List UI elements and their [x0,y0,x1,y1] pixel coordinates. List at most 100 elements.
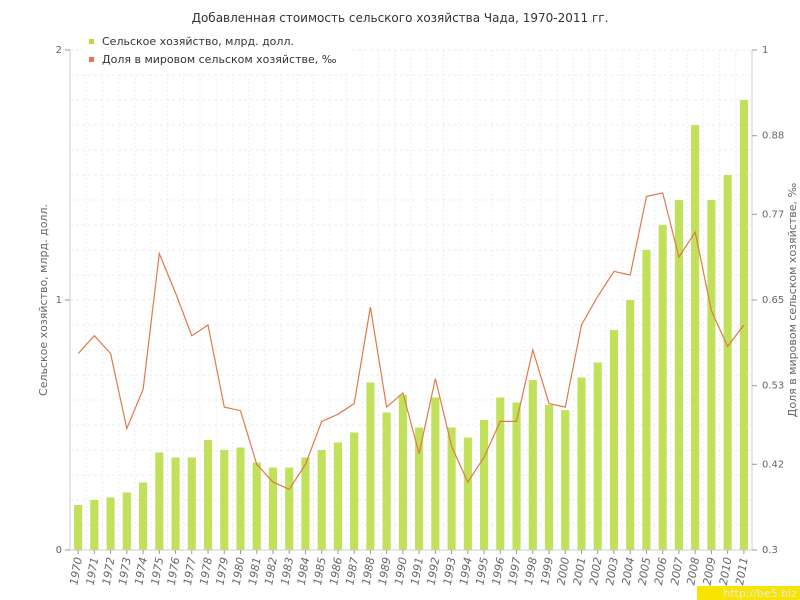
bar [220,450,229,550]
x-tick-label: 1981 [246,556,264,586]
bar [317,450,326,550]
bar [139,482,148,550]
grid [69,49,753,550]
bar [593,362,602,550]
bar [674,200,683,550]
x-tick-label: 2011 [733,556,751,586]
bar [431,397,440,550]
x-tick-label: 2006 [652,556,670,586]
y-tick-label-right: 0.77 [762,209,784,220]
x-tick-label: 1973 [116,556,134,586]
bar [285,467,294,550]
bar [398,395,407,550]
bar [74,505,83,550]
x-tick-label: 2008 [684,556,702,586]
bar [609,330,619,550]
y-ticks-right: 0.3 0.42 0.53 0.65 0.77 0.88 1 [752,45,784,556]
y-tick-label-right: 1 [762,45,768,56]
x-tick-label: 2009 [701,556,719,586]
bar [723,175,732,550]
bar [155,452,164,550]
legend-swatch-bar [89,39,94,44]
bar [187,457,196,550]
bar [203,440,213,550]
bar [90,500,99,550]
x-tick-label: 1995 [473,556,491,586]
bar [447,427,456,550]
bar [350,432,359,550]
x-tick-label: 1970 [67,556,85,586]
x-tick-label: 1983 [279,556,297,586]
bar [561,410,570,550]
bar [366,382,375,550]
x-ticks: 1970197119721973197419751976197719781979… [67,550,751,586]
y-tick-label-right: 0.3 [762,545,778,556]
bar [528,380,537,550]
x-tick-label: 2002 [587,556,605,586]
x-tick-label: 1989 [376,556,394,586]
x-tick-label: 1975 [149,556,167,586]
bar [333,442,342,550]
watermark-text: http://be5.biz [723,587,797,600]
y-tick-label-right: 0.53 [762,381,784,392]
bar [171,457,180,550]
x-tick-label: 1971 [84,556,102,586]
bar [463,437,472,550]
bar [122,492,131,550]
bar [707,200,716,550]
x-tick-label: 2000 [555,556,573,586]
x-tick-label: 1993 [441,556,459,586]
chart-title: Добавленная стоимость сельского хозяйств… [192,11,609,25]
x-tick-label: 1999 [538,556,556,586]
y-tick-label-left: 1 [56,295,62,306]
bar [512,402,521,550]
watermark: http://be5.biz [697,586,800,600]
x-tick-label: 1986 [327,556,345,586]
x-tick-label: 1976 [165,556,183,586]
bar [301,457,310,550]
x-tick-label: 1991 [408,556,426,586]
x-tick-label: 2007 [668,556,686,586]
legend-label-bar: Сельское хозяйство, млрд. долл. [102,35,294,48]
x-tick-label: 2004 [620,556,638,586]
x-tick-label: 1982 [262,556,280,586]
x-tick-label: 1974 [132,556,150,586]
bar-series [74,100,748,550]
legend-label-line: Доля в мировом сельском хозяйстве, ‰ [102,53,337,66]
bar [106,497,115,550]
x-tick-label: 1980 [230,556,248,586]
line-path [77,192,745,491]
bar [268,467,278,550]
legend-swatch-line [89,57,94,62]
bar [544,405,554,550]
bar [691,125,700,550]
bar [626,300,635,550]
x-tick-label: 1972 [100,556,118,586]
x-tick-label: 2001 [571,556,589,586]
bar [496,397,505,550]
bar [642,250,651,550]
y-ticks-left: 0 1 2 [56,45,70,556]
x-tick-label: 1998 [522,556,540,586]
bar [577,377,586,550]
y-tick-label-left: 2 [56,45,62,56]
line-series [77,192,745,491]
x-tick-label: 1996 [490,556,508,586]
legend-box [80,32,352,72]
bar [236,447,245,550]
x-tick-label: 1984 [295,556,313,586]
x-tick-label: 1990 [392,556,410,586]
legend: Сельское хозяйство, млрд. долл. Доля в м… [80,32,352,72]
bar [415,427,424,550]
x-tick-label: 1978 [197,556,215,586]
y-tick-label-right: 0.42 [762,459,784,470]
y-tick-label-right: 0.88 [762,131,784,142]
x-tick-label: 2003 [603,556,621,586]
y-axis-label-left: Сельское хозяйство, млрд. долл. [37,204,50,396]
bar [382,412,391,550]
y-axis-label-right: Доля в мировом сельском хозяйстве, ‰ [786,183,799,418]
x-tick-label: 1994 [457,556,475,586]
x-tick-label: 1997 [506,556,524,586]
bar [252,462,261,550]
